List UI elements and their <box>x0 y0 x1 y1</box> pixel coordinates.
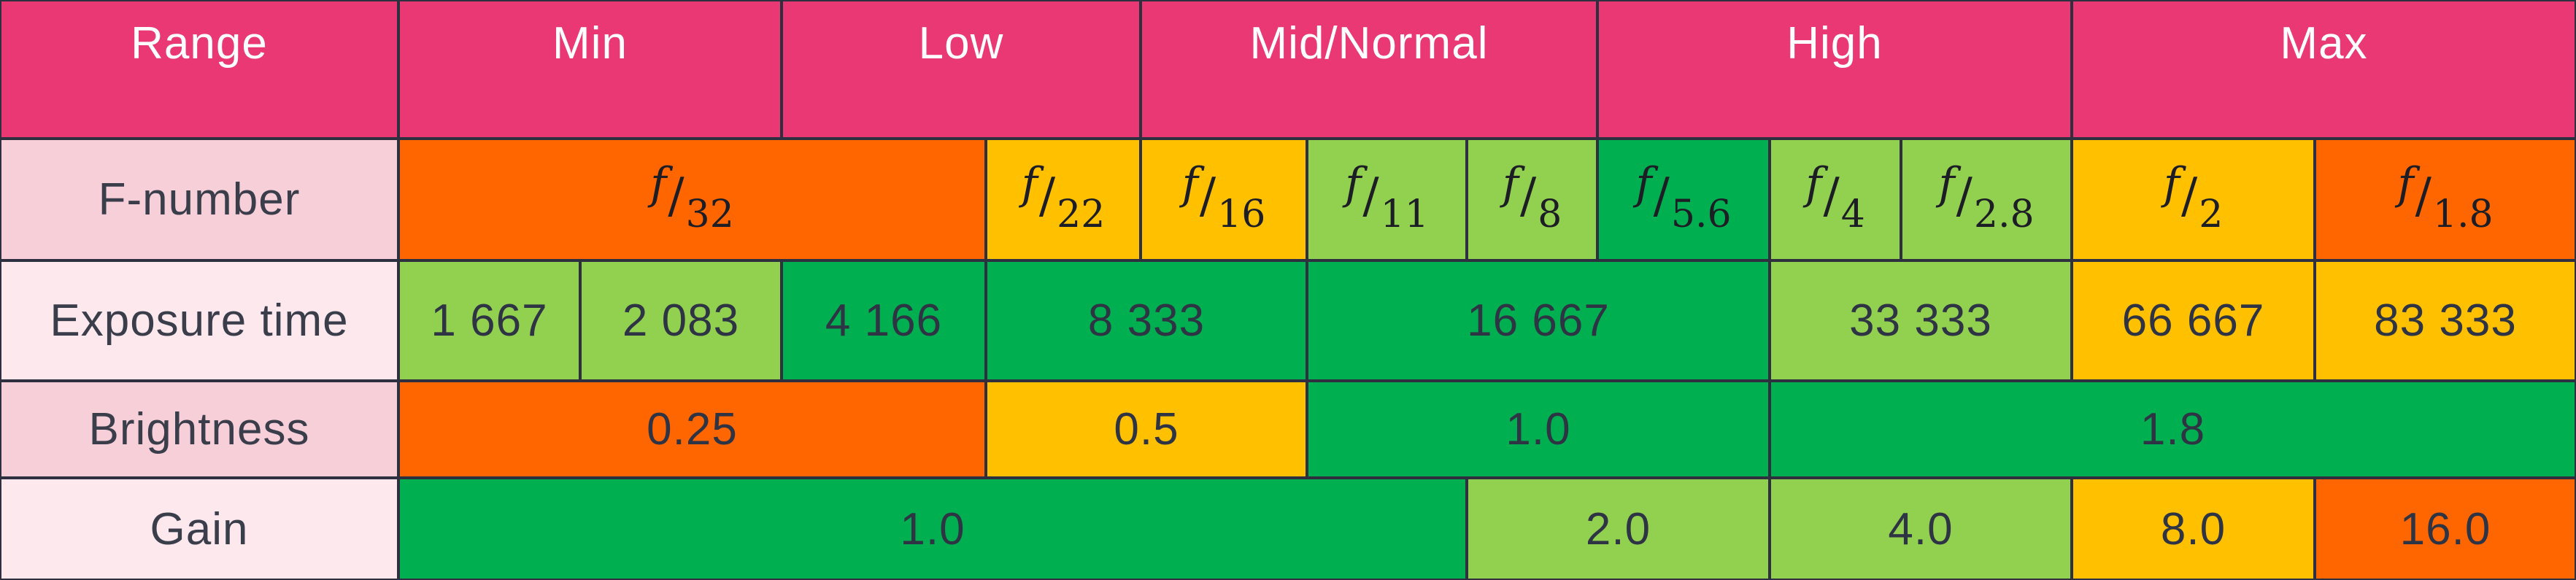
f-number-cell: f/8 <box>1467 139 1597 260</box>
f-value: 2 <box>2199 192 2224 236</box>
brightness-cell: 0.25 <box>398 381 986 478</box>
f-number-cell: f/32 <box>398 139 986 260</box>
exposure-cell: 2 083 <box>580 260 782 381</box>
f-number-cell: f/2 <box>2072 139 2315 260</box>
f-symbol: f <box>2163 158 2180 209</box>
gain-cell: 1.0 <box>398 478 1467 580</box>
header-min: Min <box>398 0 782 139</box>
f-value: 11 <box>1380 192 1429 236</box>
f-number-cell: f/1.8 <box>2315 139 2576 260</box>
f-number-cell: f/22 <box>986 139 1141 260</box>
f-value: 1.8 <box>2432 192 2494 236</box>
header-max: Max <box>2072 0 2576 139</box>
f-symbol: f <box>1345 158 1362 209</box>
header-mid-normal: Mid/Normal <box>1141 0 1597 139</box>
f-symbol: f <box>1635 158 1652 209</box>
f-slash: / <box>668 167 685 224</box>
f-number-cell: f/16 <box>1141 139 1307 260</box>
exposure-cell: 16 667 <box>1307 260 1770 381</box>
f-value: 16 <box>1217 192 1266 236</box>
header-low: Low <box>782 0 1141 139</box>
exposure-cell: 33 333 <box>1770 260 2072 381</box>
f-value: 2.8 <box>1973 192 2035 236</box>
f-value: 22 <box>1057 192 1106 236</box>
f-slash: / <box>2415 167 2432 224</box>
header-range: Range <box>0 0 398 139</box>
exposure-cell: 4 166 <box>782 260 986 381</box>
f-slash: / <box>1823 167 1840 224</box>
f-symbol: f <box>650 158 667 209</box>
row-label-exposure-time: Exposure time <box>0 260 398 381</box>
f-symbol: f <box>2397 158 2414 209</box>
f-value: 8 <box>1538 192 1562 236</box>
f-number-cell: f/5.6 <box>1597 139 1770 260</box>
f-slash: / <box>1956 167 1973 224</box>
exposure-cell: 83 333 <box>2315 260 2576 381</box>
gain-cell: 8.0 <box>2072 478 2315 580</box>
row-label-brightness: Brightness <box>0 381 398 478</box>
f-value: 32 <box>685 192 734 236</box>
f-symbol: f <box>1805 158 1822 209</box>
exposure-cell: 8 333 <box>986 260 1307 381</box>
f-symbol: f <box>1181 158 1198 209</box>
f-symbol: f <box>1938 158 1955 209</box>
header-high: High <box>1597 0 2072 139</box>
f-slash: / <box>1519 167 1537 224</box>
brightness-cell: 0.5 <box>986 381 1307 478</box>
gain-cell: 16.0 <box>2315 478 2576 580</box>
f-number-cell: f/2.8 <box>1901 139 2072 260</box>
f-symbol: f <box>1502 158 1519 209</box>
row-label-f-number: F-number <box>0 139 398 260</box>
brightness-cell: 1.8 <box>1770 381 2576 478</box>
gain-cell: 2.0 <box>1467 478 1770 580</box>
brightness-cell: 1.0 <box>1307 381 1770 478</box>
row-label-gain: Gain <box>0 478 398 580</box>
gain-cell: 4.0 <box>1770 478 2072 580</box>
exposure-cell: 1 667 <box>398 260 580 381</box>
f-value: 4 <box>1840 192 1865 236</box>
f-slash: / <box>2180 167 2198 224</box>
f-number-cell: f/11 <box>1307 139 1467 260</box>
f-number-cell: f/4 <box>1770 139 1901 260</box>
f-slash: / <box>1362 167 1379 224</box>
f-slash: / <box>1653 167 1670 224</box>
exposure-cell: 66 667 <box>2072 260 2315 381</box>
f-slash: / <box>1199 167 1216 224</box>
f-value: 5.6 <box>1670 192 1732 236</box>
f-symbol: f <box>1021 158 1038 209</box>
f-slash: / <box>1038 167 1056 224</box>
